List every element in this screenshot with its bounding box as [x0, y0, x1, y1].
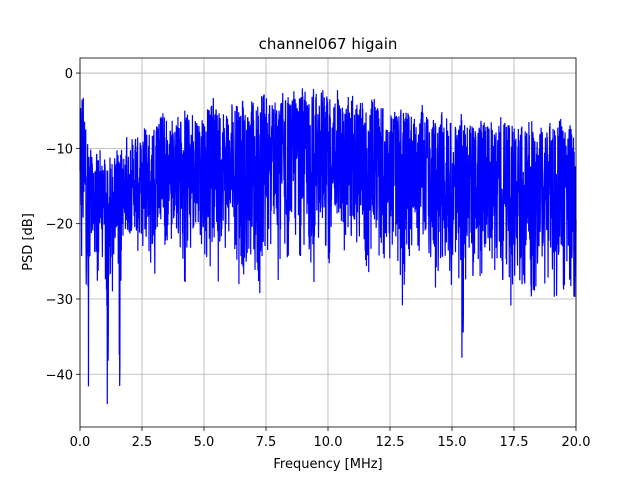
x-tick-label: 20.0	[562, 435, 591, 450]
chart-title: channel067 higain	[259, 35, 398, 53]
y-tick-label: −20	[46, 218, 73, 233]
x-tick-label: 15.0	[438, 435, 467, 450]
y-axis: 0 −10 −20 −30 −40	[46, 67, 80, 383]
x-tick-label: 0.0	[70, 435, 91, 450]
x-tick-label: 17.5	[500, 435, 529, 450]
psd-series-line	[79, 88, 577, 405]
x-axis-label: Frequency [MHz]	[273, 457, 382, 472]
x-tick-label: 5.0	[194, 435, 215, 450]
y-tick-label: −30	[46, 293, 73, 308]
x-tick-label: 7.5	[256, 435, 277, 450]
x-tick-label: 2.5	[132, 435, 153, 450]
plot-area	[79, 88, 577, 405]
y-tick-label: 0	[65, 67, 73, 82]
x-axis: 0.0 2.5 5.0 7.5 10.0 12.5 15.0 17.5 20.0	[70, 427, 591, 450]
x-tick-label: 12.5	[376, 435, 405, 450]
x-tick-label: 10.0	[314, 435, 343, 450]
y-tick-label: −40	[46, 368, 73, 383]
y-axis-label: PSD [dB]	[21, 213, 36, 271]
y-tick-label: −10	[46, 142, 73, 157]
